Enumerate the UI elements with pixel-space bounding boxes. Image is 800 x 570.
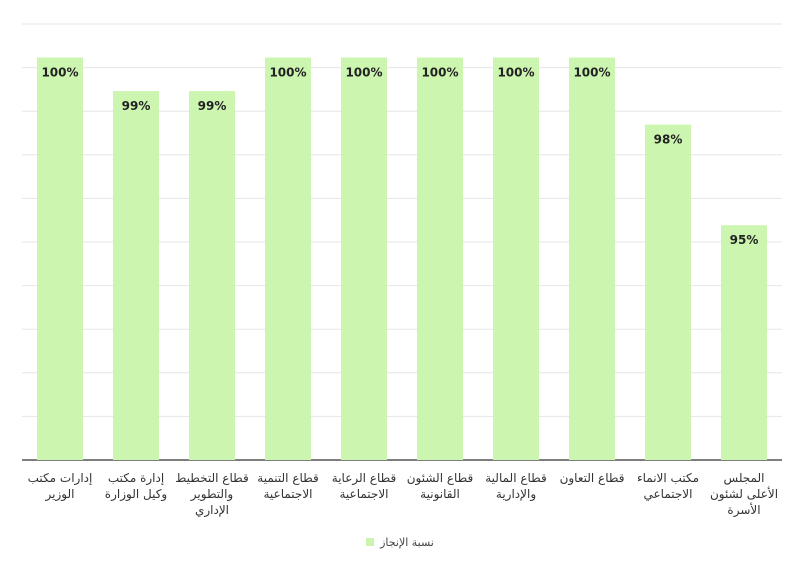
category-label: قطاع التنمية الاجتماعية — [257, 471, 318, 501]
category-label: قطاع المالية والإدارية — [485, 471, 547, 502]
category-label: قطاع الرعاية الاجتماعية — [332, 471, 396, 501]
data-label: 100% — [41, 66, 78, 80]
category-label: قطاع التخطيط والتطوير الإداري — [175, 471, 248, 518]
category-label: قطاع الشئون القانونية — [407, 471, 474, 502]
category-label: إدارات مكتب الوزير — [28, 471, 93, 502]
category-label: المجلس الأعلى لشئون الأسرة — [710, 471, 778, 518]
bar — [569, 57, 615, 461]
data-label: 100% — [269, 66, 306, 80]
bar — [645, 124, 691, 460]
bar — [721, 225, 767, 460]
data-label: 99% — [122, 99, 151, 113]
bar — [265, 57, 311, 461]
bar — [189, 91, 235, 461]
bar — [493, 57, 539, 461]
bar — [341, 57, 387, 461]
bar — [417, 57, 463, 461]
data-label: 100% — [421, 66, 458, 80]
data-label: 100% — [573, 66, 610, 80]
data-label: 98% — [654, 133, 683, 147]
category-label: إدارة مكتب وكيل الوزارة — [105, 471, 167, 502]
bar — [37, 57, 83, 461]
legend-swatch — [366, 538, 375, 546]
category-label: مكتب الانماء الاجتماعي — [637, 471, 699, 501]
legend-label: نسبة الإنجاز — [380, 535, 434, 549]
legend: نسبة الإنجاز — [0, 533, 800, 551]
data-label: 95% — [730, 233, 759, 247]
data-label: 99% — [198, 99, 227, 113]
data-label: 100% — [497, 66, 534, 80]
category-label: قطاع التعاون — [560, 471, 625, 486]
data-label: 100% — [345, 66, 382, 80]
bar — [113, 91, 159, 461]
